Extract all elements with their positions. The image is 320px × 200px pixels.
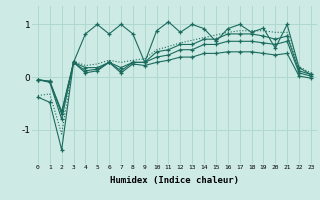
X-axis label: Humidex (Indice chaleur): Humidex (Indice chaleur) (110, 176, 239, 185)
